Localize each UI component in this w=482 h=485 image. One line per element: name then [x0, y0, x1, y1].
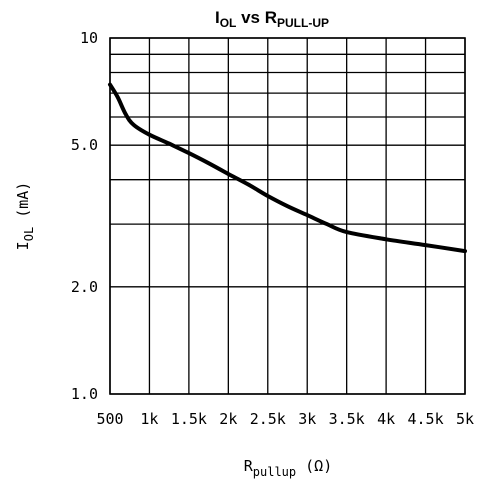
x-tick-label-7: 4k: [377, 410, 395, 428]
x-tick-labels: 500 1k 1.5k 2k 2.5k 3k 3.5k 4k 4.5k 5k: [96, 410, 474, 428]
series-line: [108, 82, 467, 254]
y-axis-label: IOL (mA): [14, 182, 36, 251]
x-tick-label-6: 3.5k: [329, 410, 365, 428]
title-mid-sub: PULL-UP: [277, 16, 329, 30]
x-axis-label: Rpullup (Ω): [244, 457, 333, 479]
y-tick-label-0: 1.0: [71, 385, 98, 403]
x-axis-label-unit: (Ω): [296, 457, 332, 475]
x-tick-label-8: 4.5k: [407, 410, 443, 428]
y-tick-label-2: 5.0: [71, 136, 98, 154]
y-tick-labels: 1.0 2.0 5.0 10: [71, 29, 98, 403]
y-axis-label-sub: OL: [22, 227, 36, 241]
x-tick-label-5: 3k: [298, 410, 316, 428]
grid-lines: [109, 37, 466, 395]
chart-title: IOL vs RPULL-UP: [215, 8, 329, 30]
y-axis-label-unit: (mA): [14, 182, 32, 227]
x-tick-label-4: 2.5k: [250, 410, 286, 428]
y-tick-label-3: 10: [80, 29, 98, 47]
y-axis-label-main: I: [14, 241, 32, 250]
x-axis-label-sub: pullup: [253, 465, 296, 479]
x-tick-label-1: 1k: [140, 410, 158, 428]
title-mid: vs R: [236, 8, 277, 27]
title-main: I: [215, 8, 220, 27]
x-tick-label-3: 2k: [219, 410, 237, 428]
title-main-sub: OL: [220, 16, 237, 30]
x-tick-label-2: 1.5k: [171, 410, 207, 428]
x-tick-label-0: 500: [96, 410, 123, 428]
y-tick-label-1: 2.0: [71, 278, 98, 296]
x-axis-label-main: R: [244, 457, 254, 475]
plot-frame: [109, 37, 466, 395]
x-tick-label-9: 5k: [456, 410, 474, 428]
